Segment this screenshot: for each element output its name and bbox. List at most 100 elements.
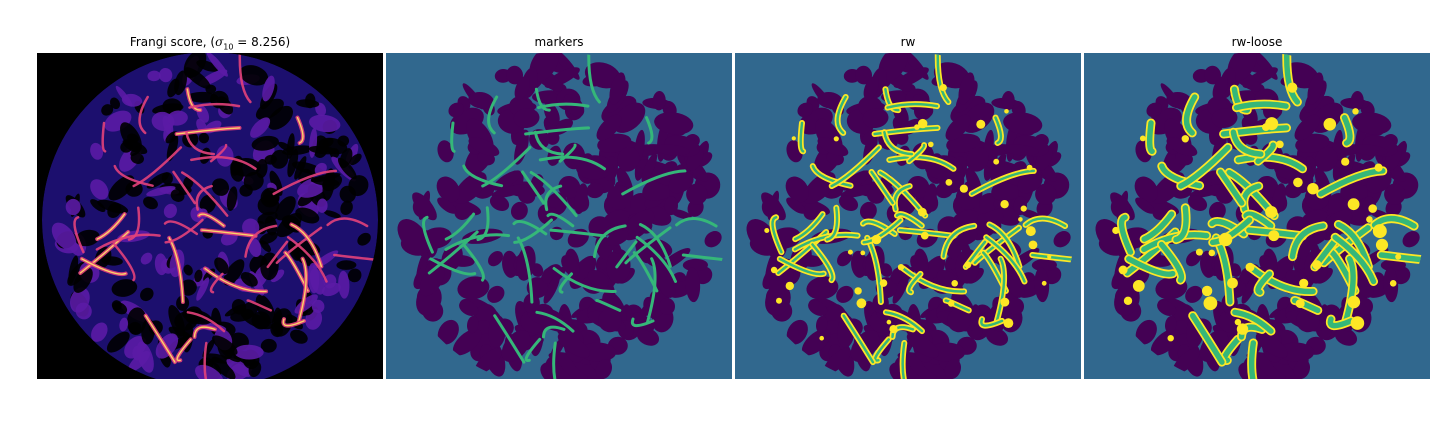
texture-blob (260, 338, 277, 353)
tissue-blob (557, 353, 588, 379)
segment-dot (833, 136, 839, 142)
tissue-blob (682, 258, 708, 272)
segment-vessel (893, 184, 911, 211)
rw-loose-panel (1084, 53, 1430, 379)
segment-dot (819, 335, 824, 341)
tissue-blob (542, 268, 553, 284)
tissue-blob (785, 176, 809, 203)
marker-seed (427, 230, 479, 275)
tissue-blob (906, 353, 937, 379)
tissue-blob (1272, 183, 1286, 215)
tissue-blob (768, 264, 794, 297)
texture-blob (340, 200, 353, 215)
segment-vessel (1031, 253, 1076, 263)
segment-dot (1389, 280, 1397, 287)
segment-dot (1268, 230, 1280, 242)
segment-vessel (995, 257, 1006, 324)
texture-blob (75, 229, 100, 247)
marker-seed (630, 317, 655, 328)
segment-dot (918, 118, 928, 129)
tissue-blob (557, 332, 590, 358)
tissue-blob (437, 197, 457, 214)
tissue-blob (1053, 231, 1071, 248)
tissue-blob (1035, 183, 1057, 205)
segment-vessel (1248, 340, 1260, 379)
texture-blob (170, 189, 185, 202)
texture-blob (230, 157, 261, 177)
texture-blob (183, 53, 207, 78)
vessel-response (138, 95, 149, 135)
tissue-blob (558, 175, 581, 199)
texture-blob (248, 237, 262, 258)
texture-blob (349, 153, 362, 166)
tissue-blob (452, 328, 482, 356)
marker-seed (558, 272, 573, 294)
segment-dot (871, 234, 882, 245)
tissue-blob (1034, 267, 1050, 303)
frangi-panel (37, 53, 383, 379)
tissue-blob (514, 76, 531, 100)
tissue-blob (895, 131, 909, 145)
segment-vessel (901, 267, 966, 293)
tissue-blob (1299, 95, 1335, 123)
texture-blob (259, 232, 278, 245)
tissue-blob (935, 182, 953, 199)
tissue-blob (574, 183, 588, 215)
segment-dot (791, 136, 796, 141)
texture-blob (309, 268, 325, 295)
marker-seed (624, 226, 672, 265)
tissue-blob (546, 131, 560, 145)
segment-vessel (870, 170, 894, 205)
texture-blob (251, 135, 279, 151)
segment-dot (1118, 265, 1128, 275)
tissue-blob (459, 300, 479, 316)
tissue-blob (633, 312, 655, 332)
vessel-peak (204, 267, 267, 293)
marker-seed (444, 233, 511, 251)
segment-vessel (830, 146, 881, 188)
tissue-blob (1204, 65, 1222, 85)
marker-seed (621, 169, 687, 196)
segment-dot (1028, 240, 1038, 250)
tissue-blob (836, 285, 854, 303)
vessel-response (238, 53, 252, 104)
tissue-blob (1146, 102, 1162, 118)
segment-dot (854, 287, 862, 295)
segment-vessel (1255, 271, 1273, 295)
segment-dot (1323, 118, 1337, 131)
segment-vessel (883, 130, 914, 156)
segment-vessel (1126, 256, 1176, 277)
tissue-blob (468, 91, 494, 109)
segment-dot (897, 264, 905, 271)
marker-seed (533, 130, 565, 156)
rw-image (735, 53, 1081, 379)
texture-blob (101, 104, 114, 116)
segment-vessel (1327, 316, 1354, 329)
texture-blob (309, 114, 341, 133)
tissue-blob (855, 65, 873, 85)
tissue-blob (863, 76, 880, 100)
segment-dot (860, 250, 866, 256)
vessel-peak (193, 326, 216, 338)
vessel-response (127, 206, 141, 241)
texture-blob (338, 270, 350, 299)
texture-blob (90, 142, 104, 160)
tissue-blob (1255, 332, 1288, 358)
segment-dot (1047, 254, 1052, 259)
texture-blob (216, 145, 234, 167)
texture-blob (347, 268, 362, 283)
segment-vessel (1378, 252, 1425, 264)
segment-vessel (778, 257, 825, 276)
tissue-blob (955, 230, 978, 247)
texture-blob (158, 68, 173, 83)
segment-dot (1201, 285, 1213, 297)
tissue-blob (579, 342, 617, 362)
tissue-blob (1384, 183, 1406, 205)
tissue-blob (613, 102, 646, 133)
marker-seed (552, 267, 617, 293)
segment-vessel (970, 169, 1036, 196)
marker-seed (476, 206, 490, 242)
segment-dot (1227, 277, 1238, 289)
marker-seed (462, 243, 485, 282)
segment-dot (1307, 183, 1319, 195)
